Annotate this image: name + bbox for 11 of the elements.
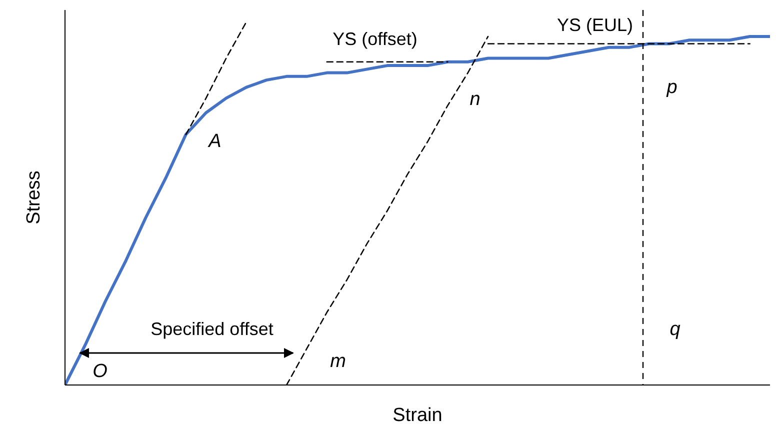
- annotation: O: [92, 361, 108, 382]
- annotation: p: [666, 77, 678, 98]
- x-axis-title: Strain: [392, 405, 442, 426]
- annotation: q: [670, 319, 681, 340]
- annotation: A: [208, 131, 222, 152]
- annotation: YS (offset): [332, 28, 418, 49]
- y-axis-title: Stress: [24, 170, 45, 224]
- annotation: n: [470, 89, 480, 110]
- annotation: Specified offset: [150, 318, 274, 339]
- annotation: YS (EUL): [556, 14, 634, 35]
- annotation: m: [330, 351, 346, 372]
